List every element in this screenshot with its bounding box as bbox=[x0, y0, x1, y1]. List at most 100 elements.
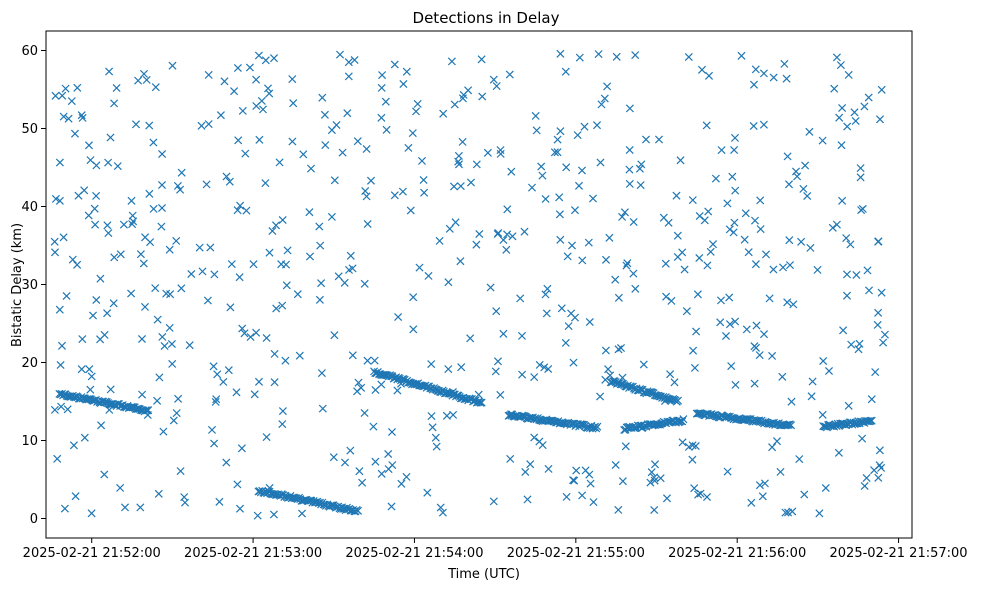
detection-point bbox=[716, 296, 726, 305]
detection-point bbox=[805, 127, 814, 136]
detection-point bbox=[844, 401, 853, 410]
detection-point bbox=[204, 120, 213, 129]
detection-point bbox=[588, 194, 598, 203]
detection-point bbox=[503, 230, 512, 239]
detection-point bbox=[860, 102, 869, 111]
detection-point bbox=[630, 424, 639, 433]
detection-point bbox=[419, 175, 428, 185]
detection-point bbox=[282, 281, 291, 290]
detection-point bbox=[813, 265, 822, 274]
plot-area bbox=[50, 49, 889, 520]
detection-point bbox=[384, 465, 393, 474]
detection-point bbox=[589, 498, 598, 507]
detection-point bbox=[358, 478, 367, 487]
detection-point bbox=[153, 315, 162, 324]
detection-point bbox=[563, 252, 572, 261]
detection-point bbox=[246, 332, 255, 342]
x-axis: 2025-02-21 21:52:00 2025-02-21 21:53:00 20… bbox=[23, 538, 968, 561]
detection-point bbox=[236, 201, 245, 210]
detection-point bbox=[454, 157, 463, 166]
detection-point bbox=[227, 260, 236, 269]
detection-point bbox=[874, 308, 883, 317]
detection-point bbox=[689, 346, 698, 355]
detection-point bbox=[730, 145, 739, 155]
detection-point bbox=[629, 217, 638, 227]
detection-point bbox=[561, 67, 570, 76]
detection-point bbox=[629, 269, 638, 278]
detection-point bbox=[877, 85, 886, 94]
detection-point bbox=[110, 99, 119, 108]
detection-point bbox=[751, 260, 760, 269]
detection-point bbox=[499, 329, 508, 338]
detection-point bbox=[621, 442, 630, 451]
detection-point bbox=[654, 135, 664, 144]
detection-point bbox=[398, 187, 407, 196]
detection-point bbox=[538, 171, 547, 180]
detection-point bbox=[110, 253, 119, 262]
detection-point bbox=[791, 167, 801, 176]
detection-point bbox=[706, 247, 715, 256]
detection-point bbox=[570, 206, 580, 215]
detection-point bbox=[387, 502, 396, 511]
detection-point bbox=[119, 220, 128, 229]
detection-point bbox=[664, 218, 673, 227]
detection-point bbox=[517, 331, 527, 340]
detection-point bbox=[140, 302, 150, 311]
detection-point bbox=[867, 395, 876, 404]
detection-point bbox=[139, 69, 149, 78]
detection-point bbox=[377, 113, 386, 122]
detection-point bbox=[149, 204, 158, 213]
detection-point bbox=[584, 238, 593, 247]
detection-point bbox=[92, 161, 101, 170]
detection-point bbox=[489, 75, 498, 84]
detection-point bbox=[457, 363, 466, 372]
detection-point bbox=[742, 325, 751, 334]
x-tick-label: 2025-02-21 21:57:00 bbox=[830, 546, 968, 561]
detection-point bbox=[297, 509, 307, 518]
detection-point bbox=[593, 422, 602, 431]
detection-point bbox=[346, 446, 355, 455]
detection-point bbox=[305, 252, 315, 261]
detection-point bbox=[315, 295, 324, 304]
detection-point bbox=[393, 386, 402, 395]
detection-point bbox=[807, 392, 816, 401]
detection-point bbox=[567, 241, 577, 250]
detection-point bbox=[445, 224, 454, 233]
detection-point bbox=[704, 71, 714, 80]
detection-point bbox=[646, 478, 655, 487]
detection-point bbox=[526, 460, 535, 469]
detection-point bbox=[230, 87, 239, 96]
detection-point bbox=[371, 457, 380, 466]
detection-point bbox=[476, 398, 485, 407]
detection-point bbox=[631, 284, 640, 293]
detection-point bbox=[803, 191, 812, 201]
detection-point bbox=[673, 396, 683, 405]
detection-point bbox=[555, 210, 564, 219]
detection-point bbox=[327, 212, 336, 221]
detection-point bbox=[731, 380, 740, 389]
detection-point bbox=[172, 236, 181, 245]
detection-point bbox=[768, 443, 777, 452]
detection-point bbox=[776, 467, 785, 476]
detection-point bbox=[530, 433, 539, 442]
detection-point bbox=[797, 237, 806, 246]
detection-point bbox=[852, 270, 861, 280]
detection-point bbox=[541, 194, 550, 204]
detection-point bbox=[159, 427, 168, 436]
detection-point bbox=[432, 442, 441, 451]
detection-point bbox=[625, 165, 634, 174]
detection-point bbox=[270, 378, 279, 387]
detection-point bbox=[145, 121, 154, 130]
detection-point bbox=[540, 363, 549, 372]
detection-point bbox=[818, 136, 827, 145]
detection-point bbox=[688, 455, 697, 464]
x-tick-label: 2025-02-21 21:53:00 bbox=[184, 546, 322, 561]
detection-point bbox=[59, 233, 68, 242]
detection-point bbox=[650, 473, 659, 482]
detection-point bbox=[338, 148, 347, 157]
detection-point bbox=[145, 189, 154, 198]
detection-point bbox=[53, 454, 62, 463]
detection-point bbox=[585, 470, 594, 479]
detection-point bbox=[725, 225, 734, 234]
detection-point bbox=[252, 75, 261, 84]
